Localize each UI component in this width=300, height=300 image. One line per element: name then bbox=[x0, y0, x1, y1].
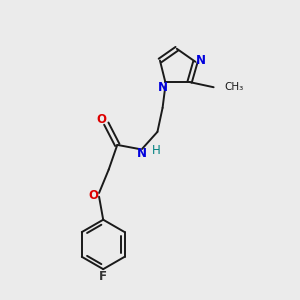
Text: O: O bbox=[97, 113, 106, 126]
Text: H: H bbox=[152, 144, 161, 157]
Text: N: N bbox=[196, 54, 206, 67]
Text: CH₃: CH₃ bbox=[225, 82, 244, 92]
Text: N: N bbox=[137, 147, 147, 160]
Text: O: O bbox=[88, 189, 98, 202]
Text: N: N bbox=[158, 81, 168, 94]
Text: F: F bbox=[99, 269, 107, 283]
